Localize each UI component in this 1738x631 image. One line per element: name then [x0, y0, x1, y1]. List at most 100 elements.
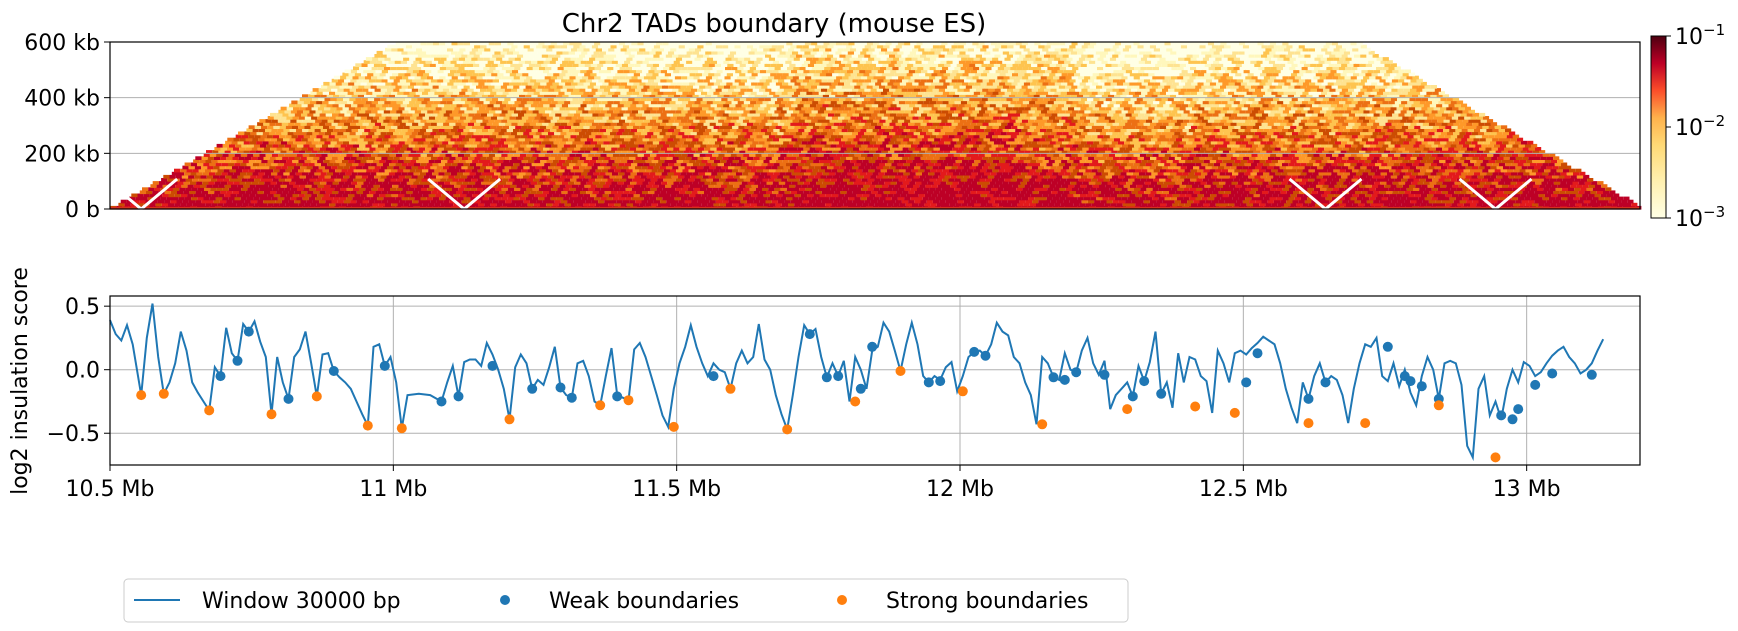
heatmap-cell	[728, 190, 735, 195]
heatmap-cell	[1265, 202, 1272, 207]
heatmap-cell	[689, 193, 696, 198]
heatmap-cell	[168, 193, 175, 198]
heatmap-cell	[148, 187, 155, 191]
heatmap-cell	[714, 193, 721, 198]
heatmap-cell	[967, 178, 974, 182]
heatmap-cell	[1474, 196, 1481, 201]
heatmap-cell	[1489, 193, 1496, 198]
heatmap-cell	[795, 184, 802, 188]
heatmap-cell	[755, 196, 762, 201]
heatmap-cell	[1421, 184, 1428, 188]
heatmap-cell	[1451, 202, 1458, 207]
heatmap-cell	[813, 193, 820, 198]
heatmap-cell	[373, 184, 380, 188]
heatmap-cell	[255, 193, 262, 198]
heatmap-cell	[693, 196, 700, 201]
heatmap-cell	[1081, 199, 1088, 204]
heatmap-cell	[193, 193, 200, 198]
heatmap-cell	[716, 190, 723, 195]
heatmap-cell	[424, 199, 431, 204]
heatmap-cell	[499, 190, 506, 195]
heatmap-cell	[1156, 199, 1163, 204]
heatmap-cell	[1466, 199, 1473, 204]
heatmap-cell	[578, 174, 585, 179]
heatmap-cell	[1116, 202, 1123, 207]
heatmap-cell	[681, 178, 689, 182]
heatmap-cell	[709, 199, 716, 204]
heatmap-cell	[322, 178, 329, 182]
heatmap-cell	[1028, 187, 1035, 191]
heatmap-cell	[1035, 178, 1042, 182]
heatmap-cell	[650, 187, 657, 191]
heatmap-cell	[251, 190, 258, 195]
heatmap-cell	[1269, 196, 1277, 201]
heatmap-cell	[1528, 190, 1535, 195]
heatmap-cell	[1555, 196, 1562, 201]
heatmap-cell	[1586, 187, 1593, 191]
heatmap-cell	[755, 187, 762, 191]
heatmap-cell	[1618, 202, 1625, 207]
heatmap-cell	[232, 190, 239, 195]
heatmap-cell	[688, 178, 695, 182]
heatmap-cell	[289, 181, 296, 185]
heatmap-cell	[340, 178, 348, 182]
heatmap-cell	[724, 187, 731, 191]
heatmap-cell	[369, 190, 376, 195]
heatmap-cell	[1193, 199, 1200, 204]
heatmap-cell	[634, 184, 641, 188]
heatmap-cell	[502, 202, 509, 207]
heatmap-cell	[569, 187, 576, 191]
heatmap-cell	[434, 202, 441, 207]
heatmap-cell	[1125, 190, 1132, 195]
heatmap-cell	[392, 174, 399, 179]
heatmap-cell	[1325, 196, 1332, 201]
heatmap-cell	[170, 190, 177, 195]
heatmap-cell	[1334, 193, 1341, 198]
heatmap-cell	[1030, 193, 1037, 198]
heatmap-cell	[601, 178, 608, 182]
heatmap-cell	[364, 196, 371, 201]
heatmap-cell	[794, 202, 801, 207]
heatmap-cell	[781, 178, 788, 182]
heatmap-cell	[1171, 178, 1178, 182]
heatmap-cell	[466, 193, 473, 198]
heatmap-cell	[826, 184, 833, 188]
heatmap-cell	[763, 193, 770, 198]
heatmap-cell	[1024, 193, 1031, 198]
heatmap-cell	[192, 202, 199, 207]
heatmap-cell	[188, 174, 195, 179]
heatmap-cell	[877, 190, 884, 195]
heatmap-cell	[822, 181, 829, 185]
heatmap-cell	[1100, 190, 1107, 195]
heatmap-cell	[1049, 184, 1056, 188]
heatmap-cell	[1109, 178, 1116, 182]
heatmap-cell	[153, 196, 161, 201]
heatmap-cell	[1051, 181, 1058, 185]
heatmap-cell	[830, 178, 837, 182]
heatmap-cell	[992, 202, 999, 207]
heatmap-cell	[185, 178, 193, 182]
heatmap-cell	[389, 196, 396, 201]
heatmap-cell	[536, 199, 543, 204]
heatmap-cell	[775, 202, 782, 207]
heatmap-cell	[1162, 199, 1169, 204]
heatmap-cell	[397, 202, 404, 207]
heatmap-cell	[1580, 178, 1588, 182]
heatmap-cell	[718, 196, 725, 201]
heatmap-cell	[1104, 193, 1111, 198]
heatmap-cell	[607, 187, 614, 191]
heatmap-cell	[1298, 199, 1305, 204]
heatmap-cell	[1038, 199, 1045, 204]
heatmap-cell	[910, 187, 917, 191]
heatmap-cell	[220, 181, 228, 185]
heatmap-cell	[855, 187, 862, 191]
heatmap-cell	[1262, 181, 1269, 185]
heatmap-cell	[516, 184, 523, 188]
heatmap-cell	[257, 199, 264, 204]
heatmap-cell	[365, 187, 372, 191]
heatmap-cell	[843, 202, 850, 207]
heatmap-cell	[927, 181, 934, 185]
heatmap-cell	[653, 199, 661, 204]
heatmap-cell	[309, 187, 316, 191]
heatmap-cell	[1259, 202, 1266, 207]
